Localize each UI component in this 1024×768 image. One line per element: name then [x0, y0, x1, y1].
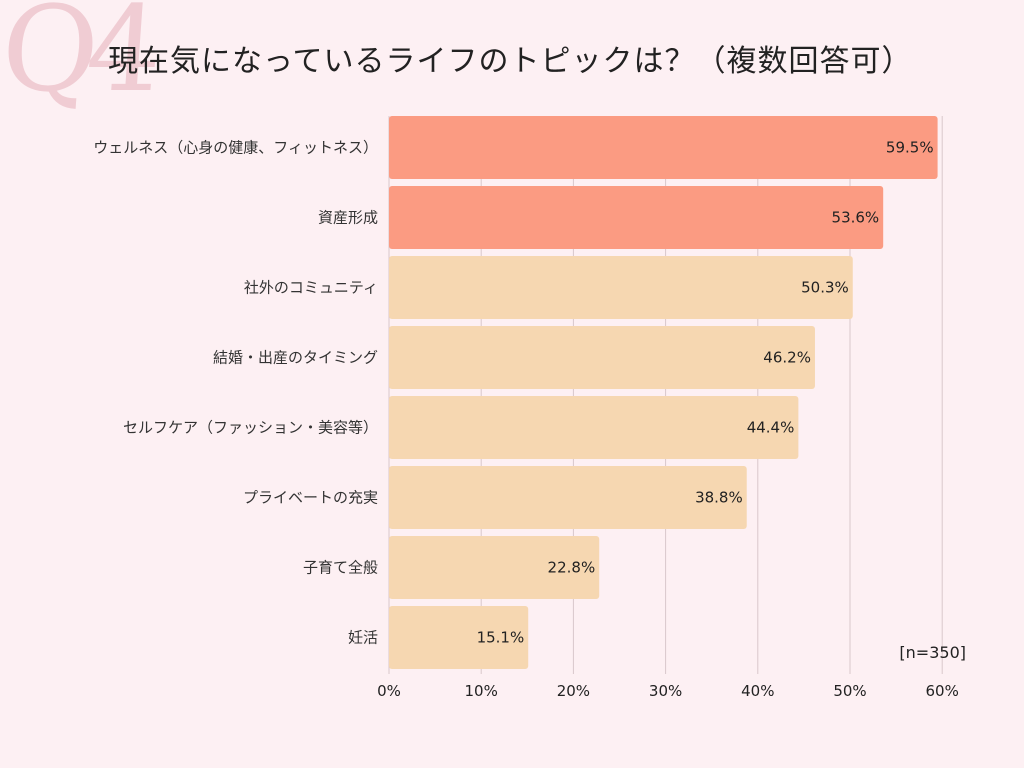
x-tick-label: 10% — [465, 682, 498, 700]
bar-value-label: 46.2% — [763, 349, 811, 367]
x-tick-label: 20% — [557, 682, 590, 700]
bar-value-label: 22.8% — [548, 559, 596, 577]
category-label: 結婚・出産のタイミング — [213, 349, 378, 367]
category-label: 社外のコミュニティ — [244, 279, 378, 297]
category-label: 妊活 — [348, 629, 378, 647]
bar-value-label: 59.5% — [886, 139, 934, 157]
x-tick-label: 40% — [741, 682, 774, 700]
category-label: 子育て全般 — [303, 559, 378, 577]
category-label: セルフケア（ファッション・美容等） — [123, 419, 378, 437]
bars — [389, 116, 938, 669]
bar-value-label: 50.3% — [801, 279, 849, 297]
bar — [389, 116, 938, 179]
bar-value-label: 38.8% — [695, 489, 743, 507]
category-label: プライベートの充実 — [243, 489, 378, 507]
x-tick-label: 30% — [649, 682, 682, 700]
x-tick-label: 50% — [833, 682, 866, 700]
chart-title: 現在気になっているライフのトピックは？（複数回答可） — [108, 44, 913, 79]
category-label: 資産形成 — [318, 209, 378, 227]
bar — [389, 186, 884, 249]
category-label: ウェルネス（心身の健康、フィットネス） — [93, 139, 378, 157]
bar-value-label: 15.1% — [477, 629, 525, 647]
bar — [389, 256, 853, 319]
sample-size-note: [n=350] — [899, 643, 966, 662]
bar — [389, 606, 529, 669]
x-tick-label: 0% — [377, 682, 401, 700]
bar-value-label: 44.4% — [747, 419, 795, 437]
bar — [389, 326, 815, 389]
bar-value-label: 53.6% — [832, 209, 880, 227]
labels: 0% 10% 20% 30% 40% 50% 60% 59.5% ウェルネス（心身の健康、フィッ… — [93, 139, 959, 701]
x-tick-label: 60% — [926, 682, 959, 700]
bar — [389, 536, 600, 599]
bar — [389, 466, 747, 529]
bar — [389, 396, 799, 459]
